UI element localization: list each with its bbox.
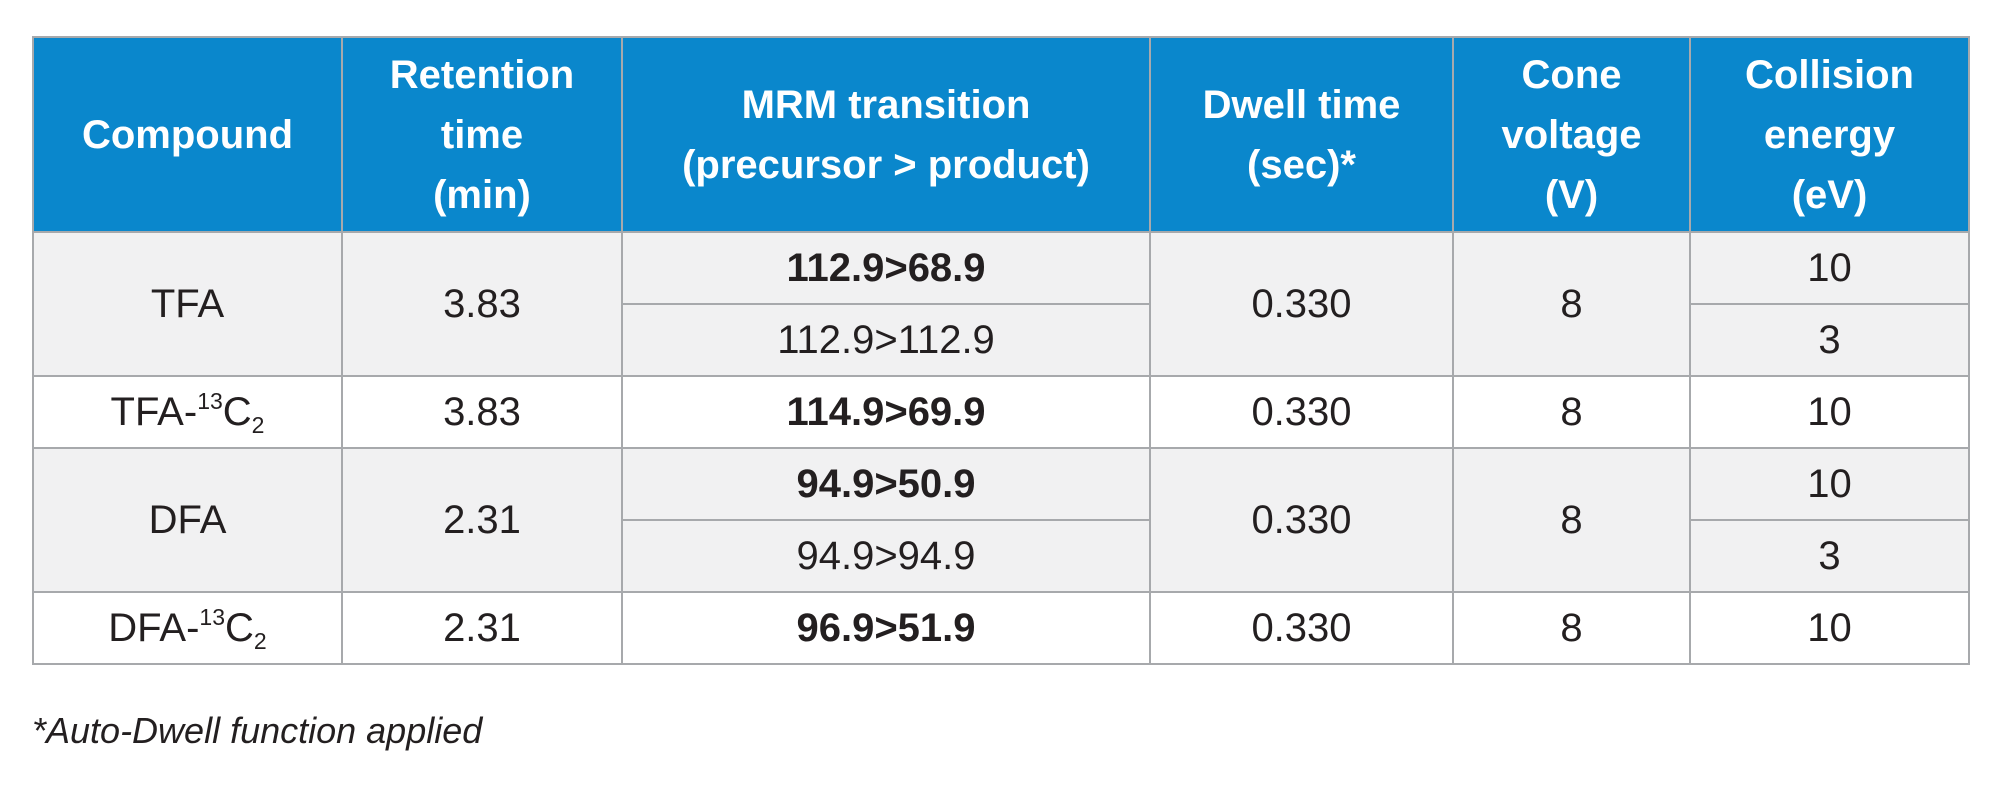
header-line: (min) xyxy=(433,172,531,217)
header-line: Collision xyxy=(1745,52,1914,97)
header-line: (V) xyxy=(1544,172,1599,217)
mrm-transition-cell: 94.9>94.9 xyxy=(621,519,1151,593)
dwell-time-cell: 0.330 xyxy=(1149,231,1454,377)
isotope-element: C xyxy=(222,389,252,434)
header-line: (eV) xyxy=(1791,172,1868,217)
header-compound: Compound xyxy=(32,36,343,233)
dwell-time-cell: 0.330 xyxy=(1149,447,1454,593)
footnote: *Auto-Dwell function applied xyxy=(32,710,483,751)
collision-energy-cell: 10 xyxy=(1689,447,1970,521)
collision-energy-cell: 10 xyxy=(1689,591,1970,665)
cone-voltage-cell: 8 xyxy=(1452,447,1691,593)
compound-cell: TFA-13C2 xyxy=(32,375,343,449)
header-dwell-time: Dwell time (sec)* xyxy=(1149,36,1454,233)
header-line: MRM transition xyxy=(741,82,1031,127)
table-row: TFA 3.83 112.9>68.9 0.330 8 10 xyxy=(32,231,1970,377)
collision-energy-cell: 3 xyxy=(1689,519,1970,593)
mrm-transition-cell: 112.9>68.9 xyxy=(621,231,1151,305)
dwell-time-cell: 0.330 xyxy=(1149,591,1454,665)
retention-time-cell: 2.31 xyxy=(341,591,623,665)
header-collision-energy: Collision energy (eV) xyxy=(1689,36,1970,233)
compound-name: DFA- xyxy=(108,605,200,650)
collision-energy-cell: 3 xyxy=(1689,303,1970,377)
compound-cell: DFA xyxy=(32,447,343,593)
header-line: (sec)* xyxy=(1247,142,1356,187)
table-row: DFA 2.31 94.9>50.9 0.330 8 10 xyxy=(32,447,1970,593)
header-line: Retention xyxy=(389,52,575,97)
isotope-element: C xyxy=(225,605,254,650)
table-row: 94.9>94.9 3 xyxy=(33,519,1970,593)
header-line: energy xyxy=(1763,112,1896,157)
header-cone-voltage: Cone voltage (V) xyxy=(1452,36,1691,233)
compound-name: TFA- xyxy=(110,389,198,434)
table-body: TFA 3.83 112.9>68.9 0.330 8 10 112.9>112.9 3 TFA… xyxy=(32,231,1970,665)
header-line: time xyxy=(440,112,524,157)
compound-name: DFA xyxy=(148,497,227,542)
header-row: Compound Retention time (min) MRM transition… xyxy=(32,36,1970,233)
isotope-mass: 13 xyxy=(199,603,226,630)
header-mrm-transition: MRM transition (precursor > product) xyxy=(621,36,1151,233)
cone-voltage-cell: 8 xyxy=(1452,231,1691,377)
header-line: Compound xyxy=(81,112,294,157)
collision-energy-cell: 10 xyxy=(1689,231,1970,305)
cone-voltage-cell: 8 xyxy=(1452,591,1691,665)
mrm-transition-cell: 114.9>69.9 xyxy=(621,375,1151,449)
retention-time-cell: 2.31 xyxy=(341,447,623,593)
retention-time-cell: 3.83 xyxy=(341,231,623,377)
compound-cell: DFA-13C2 xyxy=(32,591,343,665)
header-line: Cone xyxy=(1521,52,1622,97)
table-row: DFA-13C2 2.31 96.9>51.9 0.330 8 10 xyxy=(32,591,1970,665)
cone-voltage-cell: 8 xyxy=(1452,375,1691,449)
isotope-mass: 13 xyxy=(197,387,223,414)
isotope-count: 2 xyxy=(251,411,265,438)
dwell-time-cell: 0.330 xyxy=(1149,375,1454,449)
mrm-transition-cell: 94.9>50.9 xyxy=(621,447,1151,521)
compound-cell: TFA xyxy=(32,231,343,377)
compound-name: TFA xyxy=(150,281,225,326)
mrm-transition-cell: 112.9>112.9 xyxy=(621,303,1151,377)
retention-time-cell: 3.83 xyxy=(341,375,623,449)
mrm-transition-cell: 96.9>51.9 xyxy=(621,591,1151,665)
collision-energy-cell: 10 xyxy=(1689,375,1970,449)
table-row: TFA-13C2 3.83 114.9>69.9 0.330 8 10 xyxy=(32,375,1970,449)
table-row: 112.9>112.9 3 xyxy=(33,303,1970,377)
isotope-count: 2 xyxy=(253,627,267,654)
header-line: voltage xyxy=(1501,112,1642,157)
header-line: Dwell time xyxy=(1202,82,1401,127)
mrm-parameters-table: Compound Retention time (min) MRM transition… xyxy=(32,36,1970,665)
table-container: Compound Retention time (min) MRM transition… xyxy=(32,36,1970,665)
header-retention-time: Retention time (min) xyxy=(341,36,623,233)
header-line: (precursor > product) xyxy=(682,142,1090,187)
